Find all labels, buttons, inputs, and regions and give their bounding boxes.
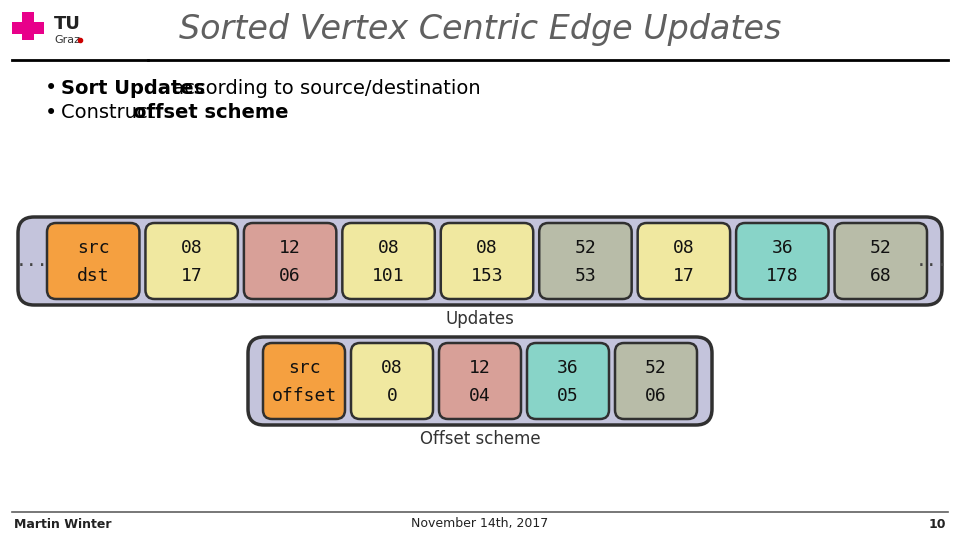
Text: 05: 05: [557, 387, 579, 405]
Text: November 14th, 2017: November 14th, 2017: [412, 517, 548, 530]
Text: 101: 101: [372, 267, 405, 285]
FancyBboxPatch shape: [248, 337, 712, 425]
Text: src: src: [77, 239, 109, 257]
Text: 17: 17: [673, 267, 695, 285]
Text: Sorted Vertex Centric Edge Updates: Sorted Vertex Centric Edge Updates: [179, 14, 781, 46]
FancyBboxPatch shape: [47, 223, 139, 299]
Text: offset scheme: offset scheme: [133, 104, 289, 123]
FancyBboxPatch shape: [736, 223, 828, 299]
Text: 08: 08: [476, 239, 498, 257]
Text: according to source/destination: according to source/destination: [166, 78, 481, 98]
Text: ...: ...: [916, 252, 948, 270]
Text: src: src: [288, 359, 321, 377]
FancyBboxPatch shape: [441, 223, 533, 299]
Text: Construct: Construct: [61, 104, 161, 123]
Text: offset: offset: [272, 387, 337, 405]
Bar: [22, 12, 34, 40]
FancyBboxPatch shape: [244, 223, 336, 299]
Text: 08: 08: [381, 359, 403, 377]
Text: Updates: Updates: [445, 310, 515, 328]
Text: 10: 10: [928, 517, 946, 530]
FancyBboxPatch shape: [540, 223, 632, 299]
Text: 12: 12: [279, 239, 301, 257]
FancyBboxPatch shape: [351, 343, 433, 419]
FancyBboxPatch shape: [527, 343, 609, 419]
Text: Graz: Graz: [54, 35, 80, 45]
FancyBboxPatch shape: [263, 343, 345, 419]
Text: 17: 17: [180, 267, 203, 285]
FancyBboxPatch shape: [637, 223, 731, 299]
Text: 53: 53: [575, 267, 596, 285]
Text: Offset scheme: Offset scheme: [420, 430, 540, 448]
Text: •: •: [45, 78, 58, 98]
Text: dst: dst: [77, 267, 109, 285]
Text: 06: 06: [279, 267, 301, 285]
FancyBboxPatch shape: [18, 217, 942, 305]
Text: 36: 36: [557, 359, 579, 377]
Text: 08: 08: [180, 239, 203, 257]
Text: 36: 36: [772, 239, 793, 257]
Text: 0: 0: [387, 387, 397, 405]
Text: 06: 06: [645, 387, 667, 405]
FancyBboxPatch shape: [615, 343, 697, 419]
FancyBboxPatch shape: [834, 223, 927, 299]
FancyBboxPatch shape: [343, 223, 435, 299]
Bar: [12, 22, 44, 34]
Text: 68: 68: [870, 267, 892, 285]
Text: TU: TU: [54, 15, 81, 33]
Text: 52: 52: [870, 239, 892, 257]
FancyBboxPatch shape: [146, 223, 238, 299]
Text: 08: 08: [673, 239, 695, 257]
Text: Martin Winter: Martin Winter: [14, 517, 111, 530]
Text: 52: 52: [645, 359, 667, 377]
Text: 08: 08: [377, 239, 399, 257]
Text: 52: 52: [575, 239, 596, 257]
FancyBboxPatch shape: [439, 343, 521, 419]
Text: 153: 153: [470, 267, 503, 285]
Text: Sort Updates: Sort Updates: [61, 78, 205, 98]
Text: •: •: [45, 103, 58, 123]
Text: 178: 178: [766, 267, 799, 285]
Text: 12: 12: [469, 359, 491, 377]
Text: ...: ...: [15, 252, 48, 270]
Text: 04: 04: [469, 387, 491, 405]
